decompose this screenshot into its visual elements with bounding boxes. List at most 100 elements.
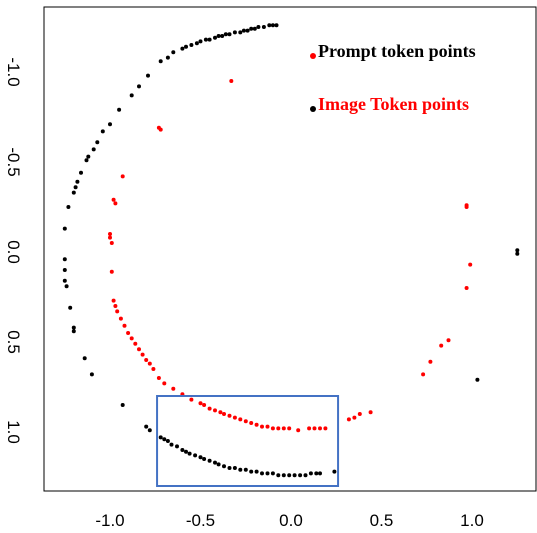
image-token-point	[287, 473, 292, 478]
image-token-point	[265, 471, 270, 476]
prompt-token-point	[113, 201, 118, 206]
image-token-point	[120, 403, 125, 407]
image-token-point	[68, 305, 73, 310]
prompt-token-point	[144, 358, 149, 362]
prompt-token-point	[254, 422, 259, 427]
image-token-point	[232, 30, 237, 35]
image-token-point	[89, 372, 94, 377]
prompt-token-point	[126, 331, 131, 335]
prompt-token-point	[189, 397, 194, 402]
image-token-point	[292, 473, 297, 478]
image-token-point	[79, 170, 83, 175]
prompt-token-point	[276, 426, 281, 431]
image-token-point	[169, 442, 174, 447]
image-token-point	[281, 473, 286, 478]
image-token-point	[515, 248, 520, 253]
image-token-point	[207, 458, 212, 463]
prompt-token-point	[318, 426, 322, 431]
image-token-point	[194, 41, 199, 46]
image-token-point	[256, 25, 261, 29]
image-token-point	[308, 471, 313, 476]
prompt-token-point	[421, 372, 426, 377]
prompt-token-point	[468, 262, 473, 267]
image-token-point	[249, 26, 254, 31]
legend-marker	[310, 106, 316, 112]
y-tick-label: 1.0	[4, 420, 23, 444]
y-axis-ticks: -1.0 -0.5 0.0 0.5 1.0	[4, 57, 23, 443]
prompt-token-point	[202, 403, 207, 407]
image-token-point	[184, 44, 188, 49]
image-token-point	[243, 467, 248, 472]
prompt-token-point	[243, 419, 248, 424]
image-token-point	[62, 268, 67, 272]
prompt-token-point	[323, 426, 328, 431]
prompt-token-point	[171, 386, 176, 391]
image-token-point	[158, 59, 163, 64]
image-token-point	[175, 444, 179, 449]
plot-area-frame	[43, 6, 537, 492]
prompt-token-point	[281, 426, 286, 431]
y-tick-label: -1.0	[4, 57, 23, 86]
image-token-point	[86, 154, 91, 159]
image-token-point	[475, 377, 480, 382]
image-token-point	[62, 257, 67, 262]
image-token-point	[261, 25, 266, 29]
image-token-point	[62, 278, 67, 283]
x-tick-label: 0.0	[279, 511, 303, 530]
prompt-token-point	[232, 415, 237, 420]
image-token-point	[171, 50, 176, 55]
y-tick-label: -0.5	[4, 147, 23, 176]
image-token-point	[318, 471, 322, 476]
legend: Prompt token points Image Token points	[310, 41, 476, 114]
prompt-token-point	[222, 412, 226, 416]
prompt-token-point	[218, 410, 223, 415]
image-token-point	[227, 466, 232, 470]
prompt-token-point	[109, 269, 114, 274]
image-token-point	[82, 356, 87, 361]
image-token-point	[303, 473, 308, 478]
prompt-token-point	[140, 352, 145, 357]
prompt-token-point	[113, 304, 118, 308]
prompt-token-point	[120, 174, 125, 179]
image-token-point	[254, 469, 259, 474]
image-token-point	[180, 46, 185, 51]
image-token-point	[129, 93, 134, 98]
prompt-token-point	[198, 401, 203, 406]
prompt-token-point	[357, 412, 362, 416]
image-token-point	[73, 185, 78, 190]
image-token-point	[198, 39, 203, 44]
y-tick-label: 0.0	[4, 240, 23, 264]
prompt-token-point	[238, 417, 243, 422]
image-token-point	[108, 122, 112, 127]
prompt-token-point	[158, 127, 163, 132]
image-token-point	[184, 449, 188, 454]
image-token-point	[146, 73, 150, 78]
prompt-token-point	[368, 410, 373, 415]
legend-marker	[310, 53, 316, 59]
image-token-point	[267, 23, 272, 28]
prompt-token-point	[109, 241, 114, 245]
image-token-point	[202, 457, 207, 461]
prompt-token-point	[287, 426, 292, 431]
prompt-token-point	[229, 79, 234, 83]
image-token-point	[100, 129, 105, 134]
x-axis-ticks: -1.0 -0.5 0.0 0.5 1.0	[95, 511, 483, 530]
prompt-token-point	[227, 413, 232, 418]
image-token-point	[117, 107, 122, 112]
image-token-point	[515, 251, 520, 256]
prompt-token-point	[108, 232, 112, 236]
prompt-token-point	[156, 376, 161, 380]
image-token-point	[260, 471, 264, 476]
image-token-point	[270, 471, 275, 476]
prompt-token-point	[464, 286, 469, 290]
image-token-point	[71, 329, 76, 334]
image-token-point	[276, 473, 281, 478]
prompt-token-point	[162, 381, 167, 386]
image-token-point	[314, 471, 319, 476]
prompt-token-point	[265, 424, 270, 429]
image-token-point	[213, 460, 217, 465]
prompt-token-point	[352, 415, 357, 420]
image-token-point	[91, 147, 96, 152]
prompt-token-point	[312, 426, 317, 431]
